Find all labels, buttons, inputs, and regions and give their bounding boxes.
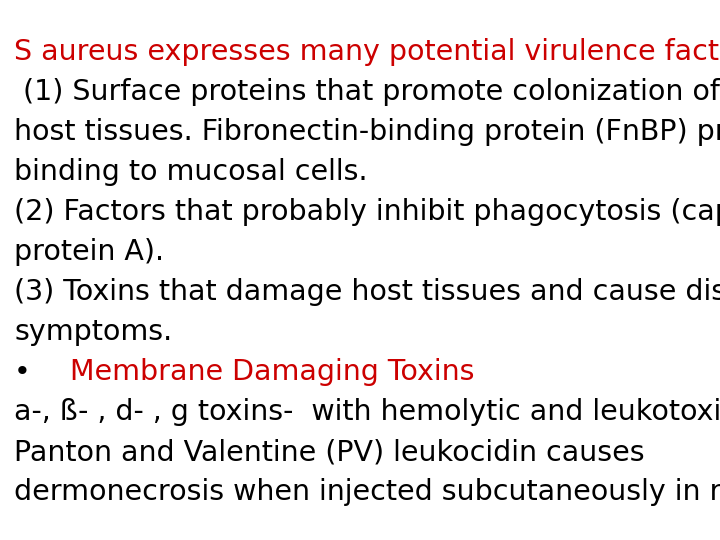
Text: a-, ß- , d- , g toxins-  with hemolytic and leukotoxic activity: a-, ß- , d- , g toxins- with hemolytic a… [14, 398, 720, 426]
Text: host tissues. Fibronectin-binding protein (FnBP) promote: host tissues. Fibronectin-binding protei… [14, 118, 720, 146]
Text: protein A).: protein A). [14, 238, 164, 266]
Text: Panton and Valentine (PV) leukocidin causes: Panton and Valentine (PV) leukocidin cau… [14, 438, 644, 466]
Text: •: • [14, 358, 58, 386]
Text: Membrane Damaging Toxins: Membrane Damaging Toxins [71, 358, 475, 386]
Text: symptoms.: symptoms. [14, 318, 172, 346]
Text: dermonecrosis when injected subcutaneously in rabbit: dermonecrosis when injected subcutaneous… [14, 478, 720, 506]
Text: S aureus expresses many potential virulence factors:: S aureus expresses many potential virule… [14, 38, 720, 66]
Text: (3) Toxins that damage host tissues and cause disease: (3) Toxins that damage host tissues and … [14, 278, 720, 306]
Text: (1) Surface proteins that promote colonization of: (1) Surface proteins that promote coloni… [14, 78, 720, 106]
Text: (2) Factors that probably inhibit phagocytosis (capsule,: (2) Factors that probably inhibit phagoc… [14, 198, 720, 226]
Text: binding to mucosal cells.: binding to mucosal cells. [14, 158, 368, 186]
